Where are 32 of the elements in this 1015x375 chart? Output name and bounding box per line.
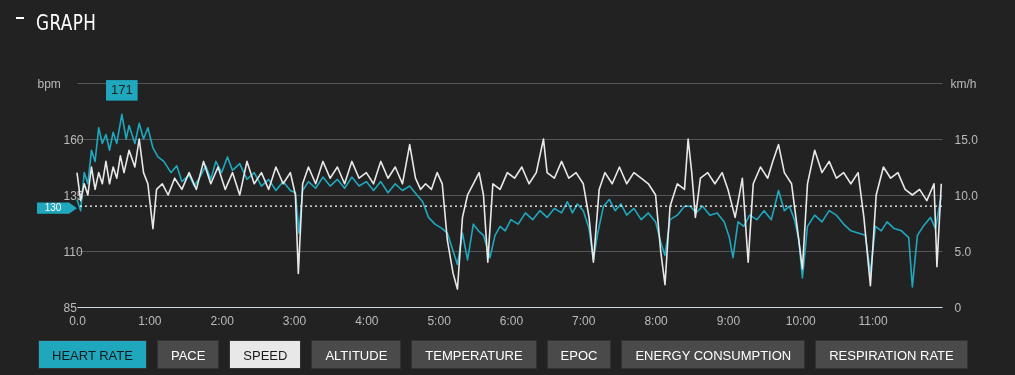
x-tick-label: 1:00 (138, 313, 162, 328)
text: ALTITUDE (311, 340, 402, 369)
x-tick-label: 7:00 (572, 313, 596, 328)
y-axis-title: bpm (37, 76, 61, 91)
x-tick-label: 4:00 (355, 313, 379, 328)
x-tick-label: 2:00 (210, 313, 235, 328)
chart-title: GRAPH (36, 10, 97, 35)
y2-tick-label: 10.0 (954, 188, 979, 203)
x-tick-label: 9:00 (716, 313, 741, 328)
x-tick-label: 11:00 (858, 313, 888, 328)
y2-tick-label: 5.0 (954, 244, 972, 259)
y-tick-label: 160 (63, 132, 84, 147)
ref-line-label: 130 (44, 202, 62, 214)
text: ENERGY CONSUMPTION (621, 340, 806, 369)
x-tick-label: 3:00 (282, 313, 307, 328)
y-tick-label: 110 (63, 244, 83, 259)
y-tick-label: 85 (63, 300, 78, 315)
text: SPEED (229, 340, 302, 369)
x-tick-label: 8:00 (644, 313, 669, 328)
text: PACE (156, 340, 220, 369)
text: EPOC (546, 340, 612, 369)
x-tick-label: 10:00 (785, 313, 817, 328)
y2-axis-title: km/h (950, 76, 977, 91)
text: HEART RATE (38, 340, 147, 369)
annotation: 171 (110, 82, 133, 98)
x-tick-label: 5:00 (427, 313, 452, 328)
x-tick-label: 6:00 (499, 313, 524, 328)
x-tick-label: 0.0 (69, 313, 87, 328)
text: RESPIRATION RATE (815, 340, 968, 369)
y2-tick-label: 15.0 (954, 132, 979, 147)
y2-tick-label: 0 (954, 300, 962, 315)
text: TEMPERATURE (411, 340, 537, 369)
